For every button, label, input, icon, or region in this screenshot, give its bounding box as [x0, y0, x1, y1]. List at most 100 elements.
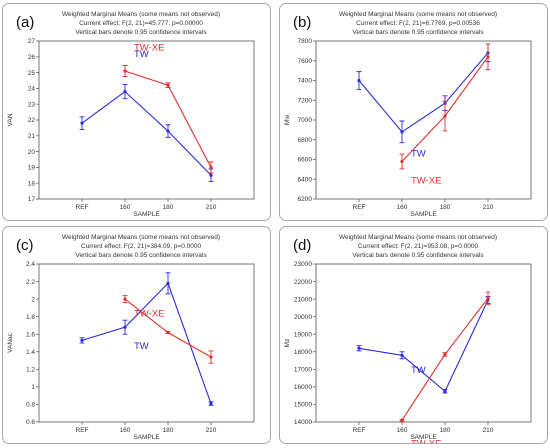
plot-frame	[315, 263, 532, 423]
data-point	[166, 281, 170, 285]
y-tick-label: 17	[28, 196, 36, 203]
series-line-tw	[81, 90, 212, 176]
y-tick-label: 19000	[294, 331, 312, 338]
y-tick-label: 23000	[294, 261, 312, 268]
data-point	[486, 296, 490, 300]
y-tick-label: 17000	[294, 367, 312, 374]
y-tick-label: 20	[28, 149, 36, 156]
series-label: TW-XE	[411, 176, 441, 187]
series-label: TW-XE	[411, 439, 441, 444]
y-tick-label: 21000	[294, 296, 312, 303]
data-point	[166, 330, 170, 335]
data-point	[123, 89, 127, 94]
y-tick-label: 26	[28, 54, 36, 61]
y-axis-label: VANac	[7, 332, 14, 352]
data-point	[209, 165, 213, 169]
panel-letter: (a)	[16, 14, 34, 31]
chart-panel-a: (a) Weighted Marginal Means (some means n…	[2, 3, 271, 221]
data-point	[443, 114, 447, 118]
chart-svg: (a) Weighted Marginal Means (some means n…	[7, 11, 255, 218]
y-tick-label: 6200	[298, 196, 313, 203]
data-point	[400, 418, 404, 422]
chart-panel-c: (c) Weighted Marginal Means (some means n…	[2, 226, 271, 444]
x-tick-label: REF	[353, 427, 366, 434]
panel-letter: (c)	[16, 237, 34, 254]
y-tick-label: 1.4	[26, 349, 35, 356]
y-tick-label: 2.4	[26, 261, 35, 268]
chart-subtitle-ci: Vertical bars denote 0.95 confidence int…	[352, 252, 484, 259]
chart-subtitle-ci: Vertical bars denote 0.95 confidence int…	[352, 29, 484, 36]
y-tick-label: 14000	[294, 419, 312, 426]
y-tick-label: 2.2	[26, 279, 35, 286]
series-line-tw	[358, 299, 489, 393]
series-line-tw-xe	[401, 297, 489, 421]
data-point	[209, 355, 213, 359]
y-axis-label: Mw	[284, 115, 291, 125]
chart-title: Weighted Marginal Means (some means not …	[339, 11, 497, 18]
y-tick-label: 7800	[298, 38, 313, 45]
x-tick-label: 160	[120, 427, 131, 434]
chart-subtitle-effect: Current effect: F(2, 21)=953.08, p=0.000…	[358, 243, 479, 250]
y-tick-label: 6400	[298, 176, 313, 183]
panel-letter: (b)	[293, 14, 311, 31]
data-point	[123, 325, 127, 329]
chart-title: Weighted Marginal Means (some means not …	[62, 234, 220, 241]
x-axis-label: SAMPLE	[410, 434, 437, 441]
x-tick-label: 210	[206, 427, 217, 434]
x-tick-label: 210	[483, 204, 494, 211]
series-label: TW-XE	[134, 309, 164, 320]
x-tick-label: REF	[353, 204, 366, 211]
chart-subtitle-effect: Current effect: F(2, 21)=384.09, p=0.000…	[81, 243, 202, 250]
y-tick-label: 7600	[298, 58, 313, 65]
panel-letter: (d)	[293, 237, 311, 254]
chart-svg: (d) Weighted Marginal Means (some means n…	[284, 234, 532, 444]
x-tick-label: 180	[163, 204, 174, 211]
data-point	[80, 121, 84, 125]
data-point	[443, 389, 447, 393]
y-tick-label: 19	[28, 165, 36, 172]
y-tick-label: 1.2	[26, 367, 35, 374]
y-tick-label: 7000	[298, 117, 313, 124]
x-tick-label: REF	[76, 204, 89, 211]
y-tick-label: 23	[28, 101, 36, 108]
x-tick-label: 160	[120, 204, 131, 211]
x-tick-label: 180	[440, 204, 451, 211]
y-tick-label: 7400	[298, 78, 313, 85]
series-label: TW	[134, 49, 149, 60]
x-tick-label: 210	[483, 427, 494, 434]
series-label: TW	[411, 365, 426, 376]
series-label: TW	[411, 149, 426, 160]
y-tick-label: 1	[31, 384, 35, 391]
x-tick-label: REF	[76, 427, 89, 434]
y-tick-label: 25	[28, 70, 36, 77]
y-tick-label: 0.6	[26, 419, 35, 426]
x-tick-label: 180	[440, 427, 451, 434]
y-tick-label: 6800	[298, 137, 313, 144]
y-tick-label: 20000	[294, 314, 312, 321]
data-point	[357, 346, 361, 350]
x-axis-label: SAMPLE	[410, 211, 437, 218]
plot-frame	[38, 40, 255, 200]
chart-subtitle-effect: Current effect: F(2, 21)=6.7769, p=0.005…	[356, 20, 480, 27]
chart-title: Weighted Marginal Means (some means not …	[62, 11, 220, 18]
y-tick-label: 24	[28, 86, 36, 93]
y-tick-label: 1.8	[26, 314, 35, 321]
y-tick-label: 1.6	[26, 331, 35, 338]
x-axis-label: SAMPLE	[133, 434, 160, 441]
y-tick-label: 0.8	[26, 402, 35, 409]
chart-panel-d: (d) Weighted Marginal Means (some means n…	[279, 226, 548, 444]
x-tick-label: 180	[163, 427, 174, 434]
data-point	[123, 297, 127, 301]
data-point	[166, 129, 170, 133]
y-tick-label: 22000	[294, 279, 312, 286]
data-point	[209, 173, 213, 177]
data-point	[486, 55, 490, 59]
y-tick-label: 6600	[298, 157, 313, 164]
chart-title: Weighted Marginal Means (some means not …	[339, 234, 497, 241]
y-tick-label: 7200	[298, 97, 313, 104]
y-tick-label: 18000	[294, 349, 312, 356]
x-tick-label: 160	[397, 204, 408, 211]
x-axis-label: SAMPLE	[133, 211, 160, 218]
data-point	[209, 401, 213, 406]
